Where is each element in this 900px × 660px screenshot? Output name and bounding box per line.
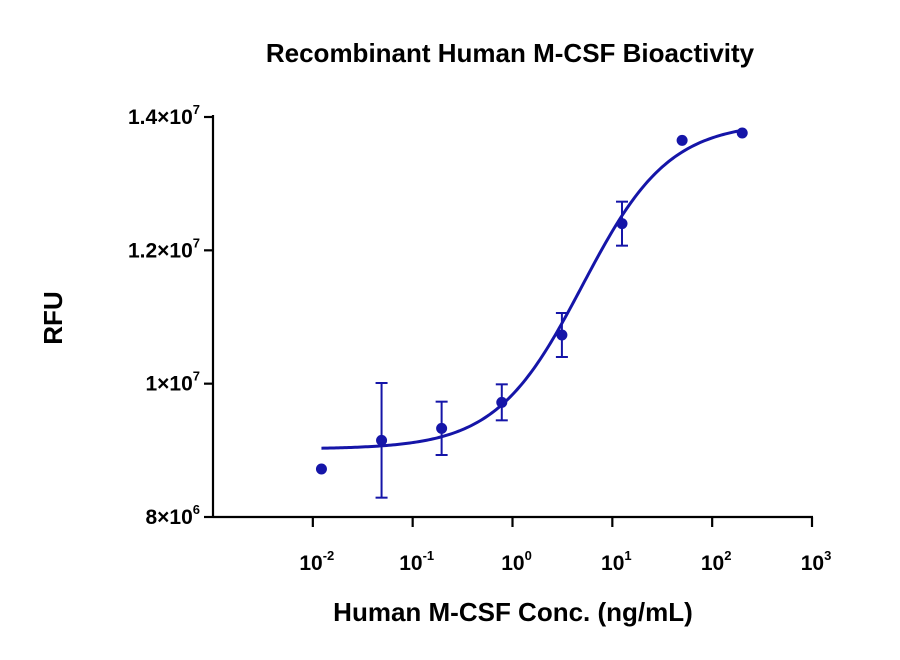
fit-curve [321,128,743,450]
y-tick-mantissa: 1.2×10 [128,239,193,262]
data-point [616,218,628,230]
data-point [676,134,688,146]
y-tick-mantissa: 1×10 [145,373,192,396]
x-tick-exponent: -1 [423,548,435,563]
x-tick-mantissa: 10 [399,552,422,575]
x-tick-mantissa: 10 [801,552,824,575]
x-tick-exponent: 1 [624,548,631,563]
fit-curve-layer [321,128,743,450]
y-tick-label: 1.4×107 [128,102,200,129]
x-tick-exponent: 2 [724,548,731,563]
error-bars [375,200,629,499]
x-tick-mantissa: 10 [701,552,724,575]
x-tick-label: 101 [601,548,632,575]
data-point [436,422,448,434]
data-point [496,396,508,408]
x-tick-label: 10-2 [299,548,334,575]
x-tick-mantissa: 10 [299,552,322,575]
axes [204,115,814,527]
y-tick-label: 1×107 [145,369,200,396]
y-tick-exponent: 7 [193,369,200,384]
data-points [315,127,748,475]
data-point [736,127,748,139]
data-point [556,329,568,341]
chart-title: Recombinant Human M-CSF Bioactivity [266,38,755,68]
y-tick-mantissa: 1.4×10 [128,106,193,129]
x-tick-exponent: 3 [824,548,831,563]
x-axis-label: Human M-CSF Conc. (ng/mL) [333,597,693,627]
data-point [315,463,327,475]
x-tick-mantissa: 10 [501,552,524,575]
x-tick-mantissa: 10 [601,552,624,575]
y-tick-exponent: 7 [193,102,200,117]
x-tick-label: 100 [501,548,532,575]
y-tick-mantissa: 8×10 [145,506,192,529]
x-tick-label: 103 [801,548,832,575]
y-tick-label: 1.2×107 [128,235,200,262]
data-point [376,434,388,446]
x-tick-label: 10-1 [399,548,434,575]
x-tick-exponent: 0 [525,548,532,563]
x-tick-label: 102 [701,548,732,575]
y-tick-label: 8×106 [145,502,200,529]
x-tick-exponent: -2 [323,548,335,563]
y-tick-exponent: 7 [193,235,200,250]
y-axis-label: RFU [38,291,68,344]
y-tick-exponent: 6 [193,502,200,517]
